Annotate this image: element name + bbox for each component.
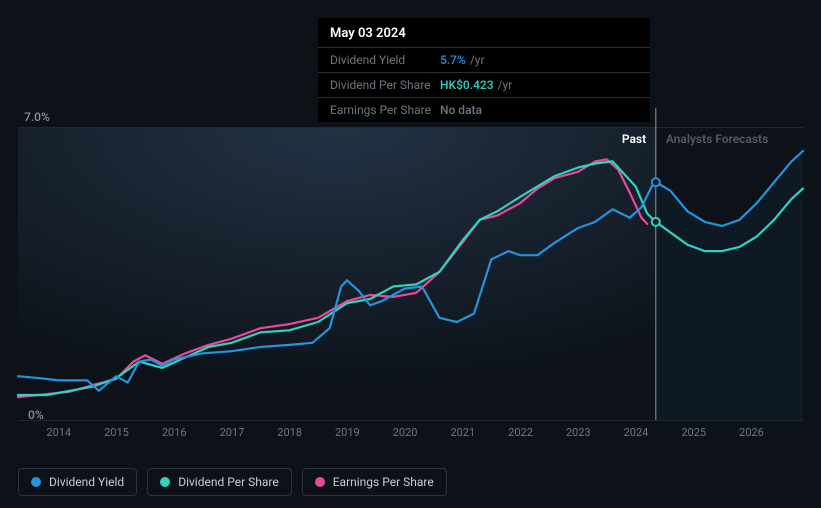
tooltip-row-label: Dividend Per Share xyxy=(330,78,440,92)
x-tick-label: 2020 xyxy=(393,426,418,439)
region-forecast-label: Analysts Forecasts xyxy=(666,132,768,146)
tooltip-row-value: No data xyxy=(440,103,482,117)
y-axis-max-label: 7.0% xyxy=(24,110,50,124)
legend-item-dividend-per-share[interactable]: Dividend Per Share xyxy=(147,468,292,496)
legend-dot xyxy=(31,477,41,487)
x-tick-label: 2017 xyxy=(220,426,245,439)
legend-label: Earnings Per Share xyxy=(333,475,434,489)
x-tick-label: 2025 xyxy=(681,426,706,439)
dividend-chart: 7.0% 0% Past Analysts Forecasts 2014 2015… xyxy=(0,0,821,508)
tooltip-row-unit: /yr xyxy=(470,53,485,67)
x-tick-label: 2023 xyxy=(566,426,591,439)
legend-label: Dividend Per Share xyxy=(178,475,279,489)
x-tick-label: 2019 xyxy=(335,426,360,439)
region-past-label: Past xyxy=(622,132,646,146)
tooltip-row: Dividend Yield5.7% /yr xyxy=(318,47,650,72)
tooltip-row-label: Dividend Yield xyxy=(330,53,440,67)
tooltip-row: Dividend Per ShareHK$0.423/yr xyxy=(318,72,650,97)
x-tick-label: 2014 xyxy=(46,426,71,439)
tooltip-row: Earnings Per ShareNo data xyxy=(318,97,650,122)
x-tick-label: 2021 xyxy=(450,426,475,439)
x-tick-label: 2016 xyxy=(162,426,187,439)
legend-dot xyxy=(160,477,170,487)
tooltip-date: May 03 2024 xyxy=(318,18,650,47)
tooltip-row-label: Earnings Per Share xyxy=(330,103,440,117)
y-axis-min-label: 0% xyxy=(28,408,44,422)
legend-dot xyxy=(315,477,325,487)
tooltip-row-value: HK$0.423 xyxy=(440,78,494,92)
x-tick-label: 2026 xyxy=(739,426,764,439)
legend-item-earnings-per-share[interactable]: Earnings Per Share xyxy=(302,468,447,496)
legend: Dividend Yield Dividend Per Share Earnin… xyxy=(18,468,447,496)
tooltip-row-value: 5.7% xyxy=(440,53,466,67)
chart-tooltip: May 03 2024 Dividend Yield5.7%/yrDividen… xyxy=(318,18,650,122)
legend-item-dividend-yield[interactable]: Dividend Yield xyxy=(18,468,137,496)
tooltip-row-unit: /yr xyxy=(498,78,513,92)
x-tick-label: 2018 xyxy=(277,426,302,439)
x-tick-label: 2024 xyxy=(624,426,649,439)
x-tick-label: 2022 xyxy=(508,426,533,439)
legend-label: Dividend Yield xyxy=(49,475,124,489)
x-tick-label: 2015 xyxy=(104,426,129,439)
